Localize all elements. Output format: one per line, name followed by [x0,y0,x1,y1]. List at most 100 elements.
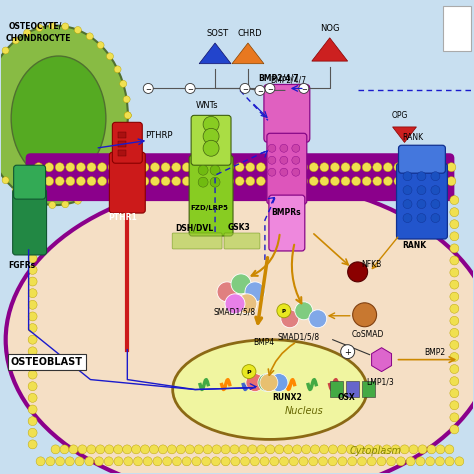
Circle shape [310,163,318,172]
Circle shape [211,457,220,466]
Circle shape [129,163,138,172]
Circle shape [347,262,368,282]
Text: OPG: OPG [392,111,408,120]
Circle shape [293,445,301,454]
Circle shape [161,177,170,186]
Circle shape [203,140,219,156]
Circle shape [353,303,376,327]
Circle shape [450,304,459,313]
Circle shape [426,457,435,466]
Bar [118,150,127,156]
Circle shape [78,445,87,454]
Circle shape [431,200,440,209]
Circle shape [34,163,43,172]
Circle shape [365,445,374,454]
Circle shape [194,445,203,454]
Text: BMP4: BMP4 [253,337,274,346]
Circle shape [66,163,75,172]
Circle shape [45,177,54,186]
Polygon shape [372,347,392,372]
Circle shape [268,156,276,164]
Circle shape [36,24,43,31]
Circle shape [108,163,117,172]
Circle shape [123,128,130,135]
Circle shape [450,328,459,337]
Circle shape [337,445,346,454]
Circle shape [427,445,436,454]
Circle shape [28,301,37,310]
Circle shape [268,168,276,176]
Circle shape [348,457,357,466]
Ellipse shape [0,26,128,205]
Circle shape [299,177,308,186]
Circle shape [391,445,400,454]
Circle shape [98,163,107,172]
Circle shape [198,177,208,187]
Circle shape [123,96,130,103]
Circle shape [246,163,255,172]
Circle shape [28,324,37,333]
Circle shape [320,163,329,172]
FancyBboxPatch shape [172,233,222,249]
Circle shape [260,457,269,466]
Ellipse shape [6,180,474,474]
Circle shape [383,163,392,172]
Circle shape [212,445,221,454]
Circle shape [134,457,143,466]
Circle shape [436,163,445,172]
Circle shape [86,191,93,198]
Text: PTHR1: PTHR1 [109,213,137,222]
Circle shape [450,244,459,253]
Circle shape [94,457,103,466]
Circle shape [74,197,82,204]
Text: RANK: RANK [402,133,424,142]
Circle shape [49,201,56,209]
Circle shape [98,177,107,186]
FancyBboxPatch shape [189,155,233,236]
Circle shape [193,163,202,172]
Circle shape [280,457,289,466]
Text: CHRD: CHRD [238,28,263,37]
Circle shape [225,163,234,172]
Circle shape [400,445,409,454]
Circle shape [158,445,167,454]
Text: OSTEOBLAST: OSTEOBLAST [11,356,82,366]
Circle shape [450,353,459,362]
FancyBboxPatch shape [109,152,145,213]
Circle shape [409,445,418,454]
Circle shape [96,445,105,454]
Circle shape [341,177,350,186]
Text: OSTEOCYTE/: OSTEOCYTE/ [9,22,62,31]
Circle shape [28,230,37,239]
Circle shape [417,172,426,181]
FancyBboxPatch shape [267,133,307,204]
Circle shape [173,457,182,466]
Circle shape [403,214,412,222]
Circle shape [203,163,212,172]
Circle shape [114,158,121,165]
Circle shape [28,347,37,356]
Circle shape [45,163,54,172]
Circle shape [289,457,298,466]
Text: −: − [267,87,273,93]
Circle shape [235,177,244,186]
Bar [346,381,359,397]
Circle shape [295,302,313,320]
Polygon shape [199,43,231,64]
Circle shape [36,457,45,466]
Circle shape [268,144,276,152]
FancyBboxPatch shape [269,195,305,251]
Text: P: P [246,370,251,375]
Circle shape [270,457,279,466]
Circle shape [387,457,396,466]
Ellipse shape [173,340,367,439]
Circle shape [230,445,239,454]
Circle shape [319,445,328,454]
Circle shape [436,177,445,186]
Circle shape [299,83,309,93]
Circle shape [12,187,19,194]
Circle shape [242,365,256,379]
Text: NOG: NOG [320,24,339,33]
Circle shape [288,177,297,186]
Text: SMAD1/5/8: SMAD1/5/8 [213,308,255,317]
